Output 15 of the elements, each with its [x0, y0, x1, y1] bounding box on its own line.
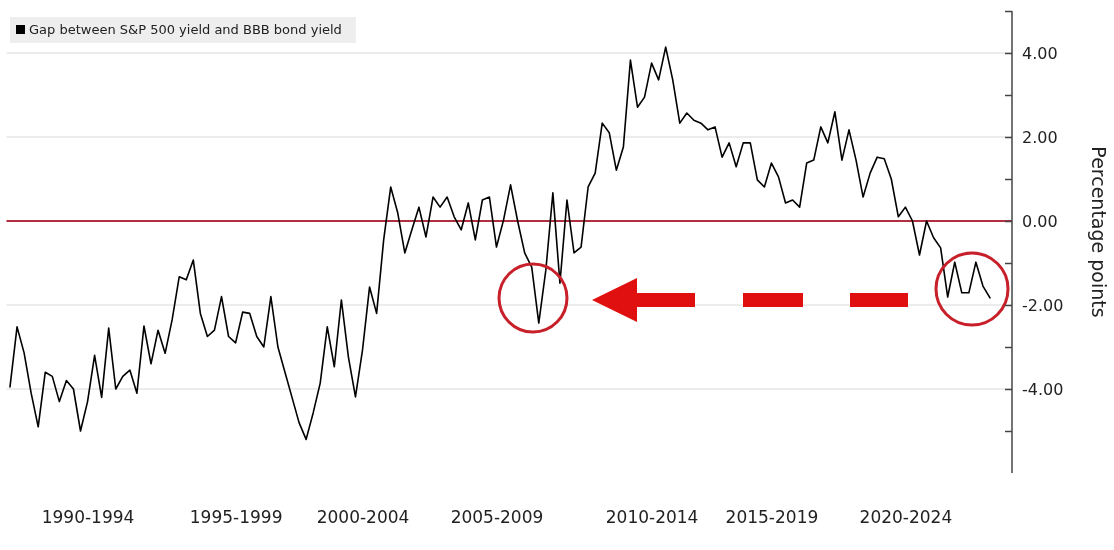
y-axis-title: Percentage points: [1088, 146, 1110, 318]
y-tick-label: 4.00: [1022, 43, 1058, 63]
line-series: [9, 46, 991, 441]
x-tick-label: 2005-2009: [450, 507, 544, 528]
x-tick-label: 1990-1994: [41, 507, 135, 528]
y-tick-label: -2.00: [1022, 295, 1064, 315]
x-tick-label: 2020-2024: [859, 507, 953, 528]
y-tick-label: 0.00: [1022, 211, 1058, 231]
x-tick-label: 2015-2019: [725, 507, 819, 528]
y-tick-label: 2.00: [1022, 127, 1058, 147]
x-tick-label: 2000-2004: [316, 507, 410, 528]
x-tick-label: 2010-2014: [605, 507, 699, 528]
x-tick-label: 1995-1999: [189, 507, 283, 528]
legend-label: Gap between S&P 500 yield and BBB bond yield: [29, 22, 342, 37]
y-tick-label: -4.00: [1022, 379, 1064, 399]
